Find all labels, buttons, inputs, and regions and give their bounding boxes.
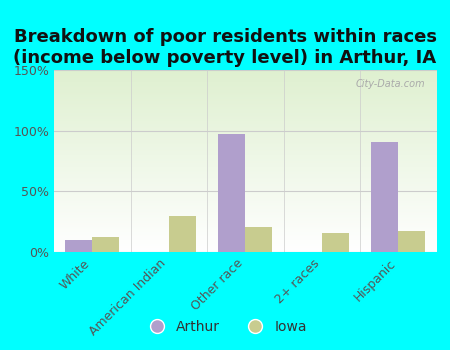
Bar — [169, 216, 195, 252]
Text: Breakdown of poor residents within races
(income below poverty level) in Arthur,: Breakdown of poor residents within races… — [14, 28, 436, 67]
Bar — [372, 142, 398, 252]
Bar — [245, 226, 272, 252]
Bar — [322, 233, 348, 252]
Legend: Arthur, Iowa: Arthur, Iowa — [137, 314, 313, 340]
Bar — [219, 134, 245, 252]
Bar — [398, 231, 425, 252]
Text: City-Data.com: City-Data.com — [356, 79, 425, 89]
Bar — [66, 240, 92, 252]
Bar — [92, 237, 119, 252]
